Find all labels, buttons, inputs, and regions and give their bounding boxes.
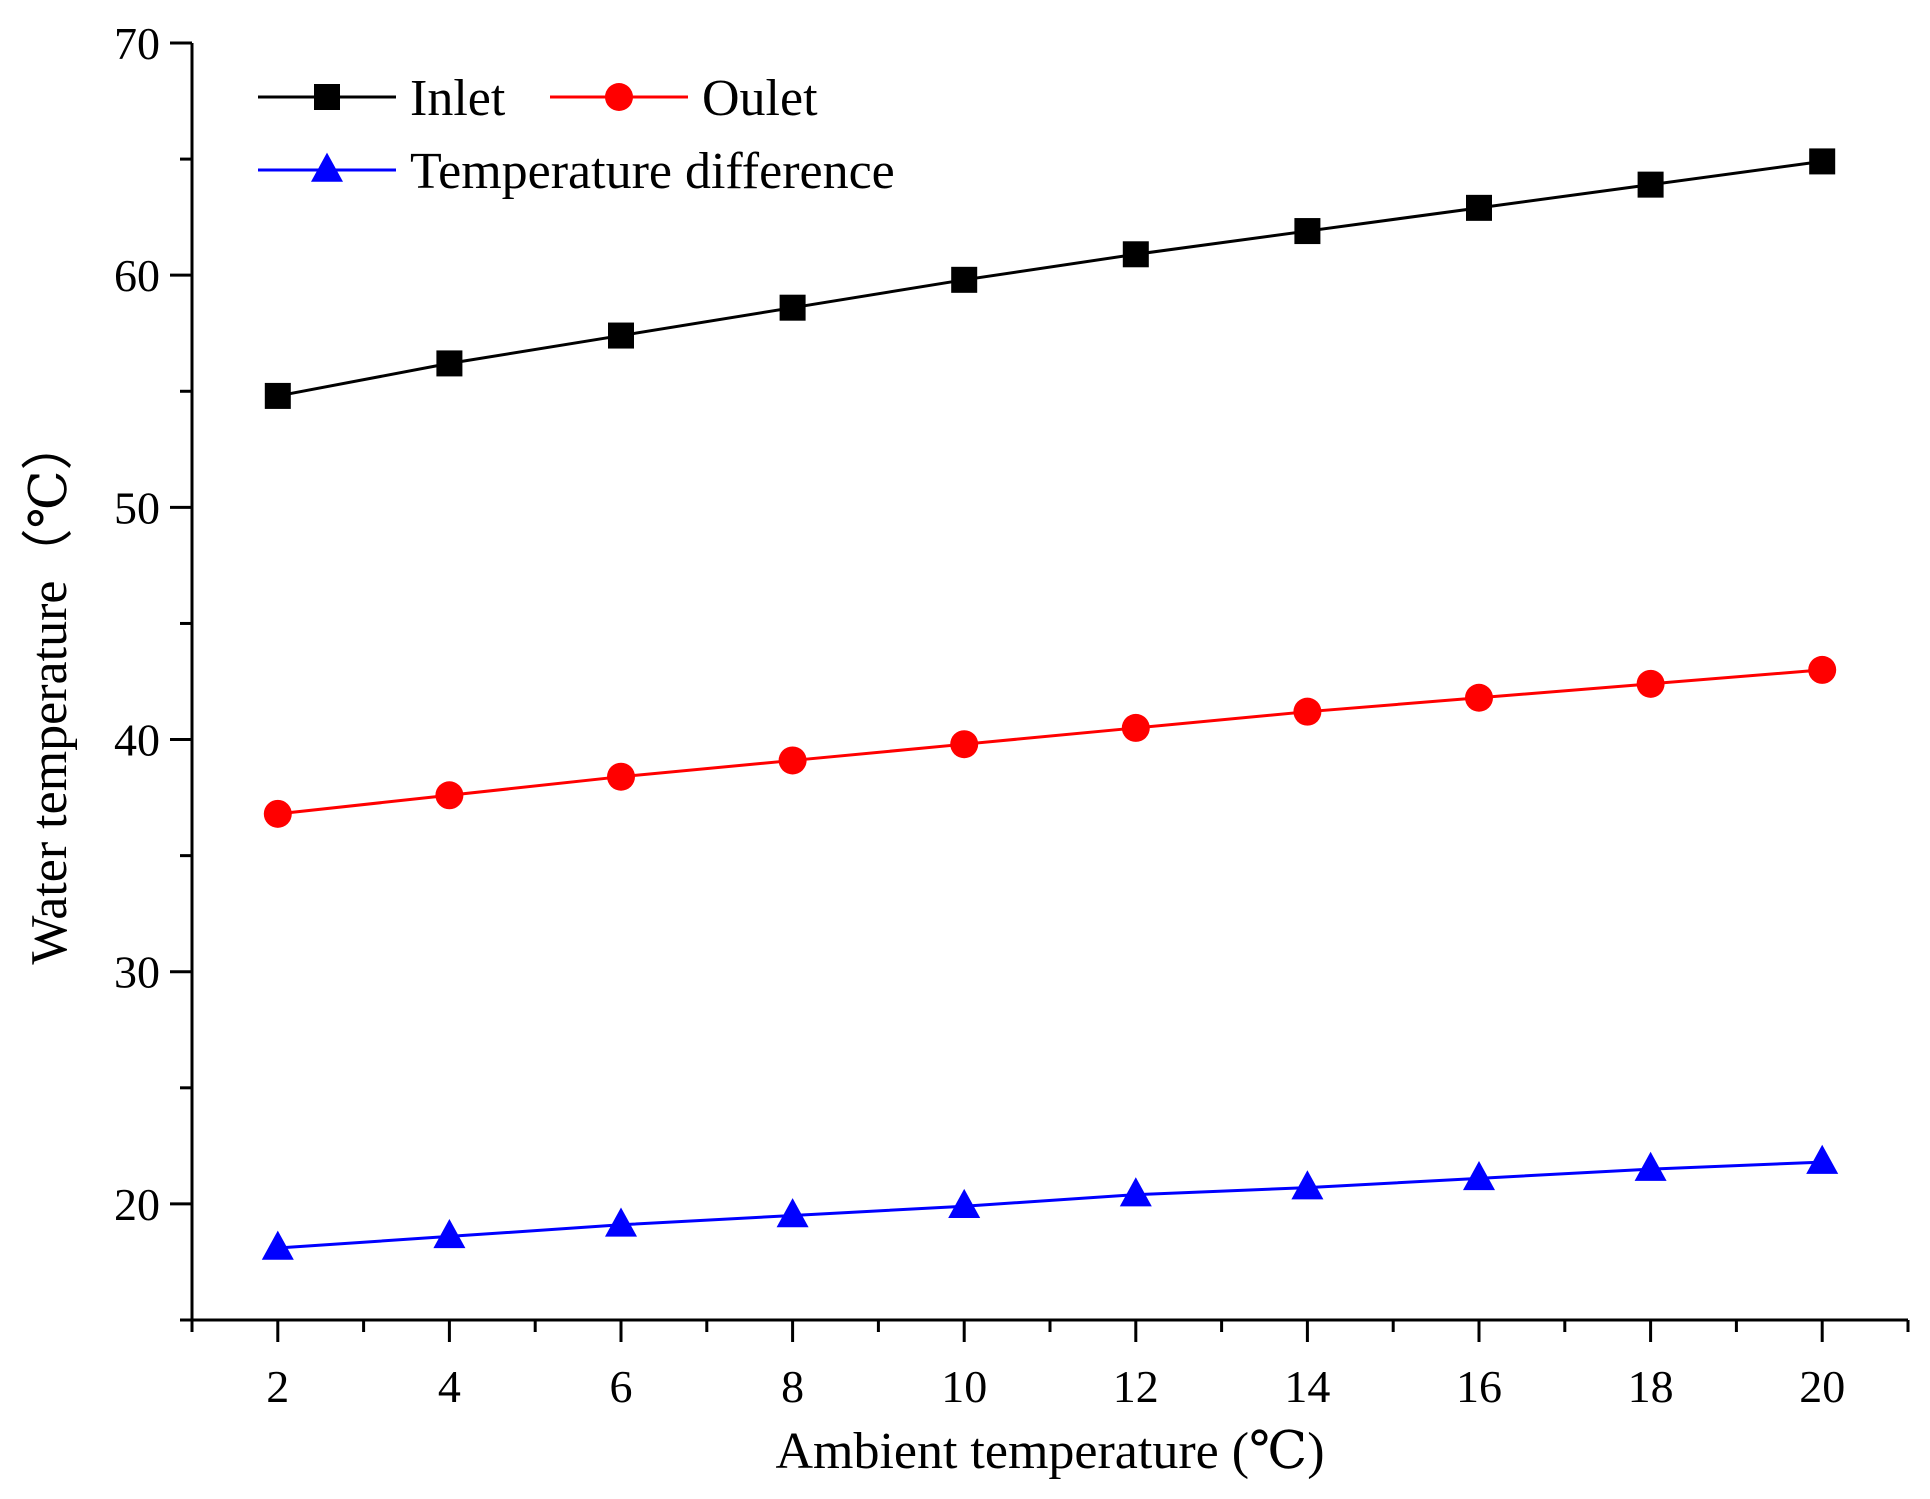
data-point <box>1808 655 1837 684</box>
legend: Inlet Oulet Temperature difference <box>258 70 895 200</box>
x-tick-label: 18 <box>1628 1361 1674 1412</box>
x-tick-label: 20 <box>1799 1361 1845 1412</box>
data-point <box>950 730 979 759</box>
x-tick-label: 2 <box>266 1361 289 1412</box>
data-point <box>1293 697 1322 726</box>
x-tick-label: 14 <box>1284 1361 1330 1412</box>
series-layer <box>261 148 1839 1260</box>
x-tick-label: 4 <box>438 1361 461 1412</box>
y-tick-label: 70 <box>114 18 160 69</box>
y-tick-label: 20 <box>114 1179 160 1230</box>
legend-item-2: Temperature difference <box>258 143 895 200</box>
series-1 <box>263 655 1837 828</box>
series-line <box>277 668 1823 816</box>
data-point <box>1463 1161 1495 1191</box>
data-point <box>263 799 292 828</box>
data-point <box>951 266 978 293</box>
legend-item-1: Oulet <box>550 70 818 127</box>
data-point <box>433 1219 466 1249</box>
y-axis-label: Water temperature（℃） <box>21 418 78 964</box>
legend-marker <box>311 152 343 182</box>
x-tick-label: 10 <box>941 1361 987 1412</box>
data-point <box>605 1207 637 1237</box>
data-point <box>778 746 807 775</box>
data-point <box>1294 218 1321 245</box>
legend-item-0: Inlet <box>258 70 506 127</box>
legend-label: Inlet <box>410 70 506 127</box>
data-point <box>261 1230 294 1260</box>
data-point <box>1636 669 1665 698</box>
x-tick-label: 12 <box>1113 1361 1159 1412</box>
data-point <box>264 382 291 409</box>
series-line <box>277 1160 1823 1250</box>
data-point <box>607 762 635 791</box>
data-point <box>1806 1144 1839 1174</box>
x-tick-label: 16 <box>1456 1361 1502 1412</box>
data-point <box>1634 1151 1667 1181</box>
y-tick-label: 40 <box>114 715 160 766</box>
data-point <box>948 1188 981 1218</box>
x-tick-label: 6 <box>610 1361 633 1412</box>
series-line <box>277 159 1823 398</box>
legend-label: Temperature difference <box>410 143 895 200</box>
y-tick-label: 60 <box>114 250 160 301</box>
x-tick-label: 8 <box>781 1361 804 1412</box>
data-point <box>1119 1177 1152 1207</box>
data-point <box>776 1198 809 1228</box>
data-point <box>608 322 634 349</box>
data-point <box>1637 171 1664 198</box>
data-point <box>1465 683 1493 712</box>
data-point <box>1466 194 1492 221</box>
series-0 <box>264 148 1836 409</box>
series-2 <box>261 1144 1839 1260</box>
data-point <box>436 350 463 377</box>
data-point <box>435 781 464 810</box>
legend-label: Oulet <box>702 70 818 127</box>
data-point <box>779 294 806 321</box>
data-point <box>1121 713 1150 742</box>
legend-marker <box>605 83 633 111</box>
y-tick-label: 50 <box>114 482 160 533</box>
axes: 2 4 6 8 10 12 14 16 18 20 20 30 40 50 60 70 <box>114 18 1910 1412</box>
y-tick-label: 30 <box>114 947 160 998</box>
data-point <box>1291 1170 1324 1200</box>
legend-marker <box>314 84 340 110</box>
x-axis-label: Ambient temperature (℃) <box>775 1423 1324 1480</box>
data-point <box>1809 148 1836 175</box>
data-point <box>1122 241 1149 268</box>
